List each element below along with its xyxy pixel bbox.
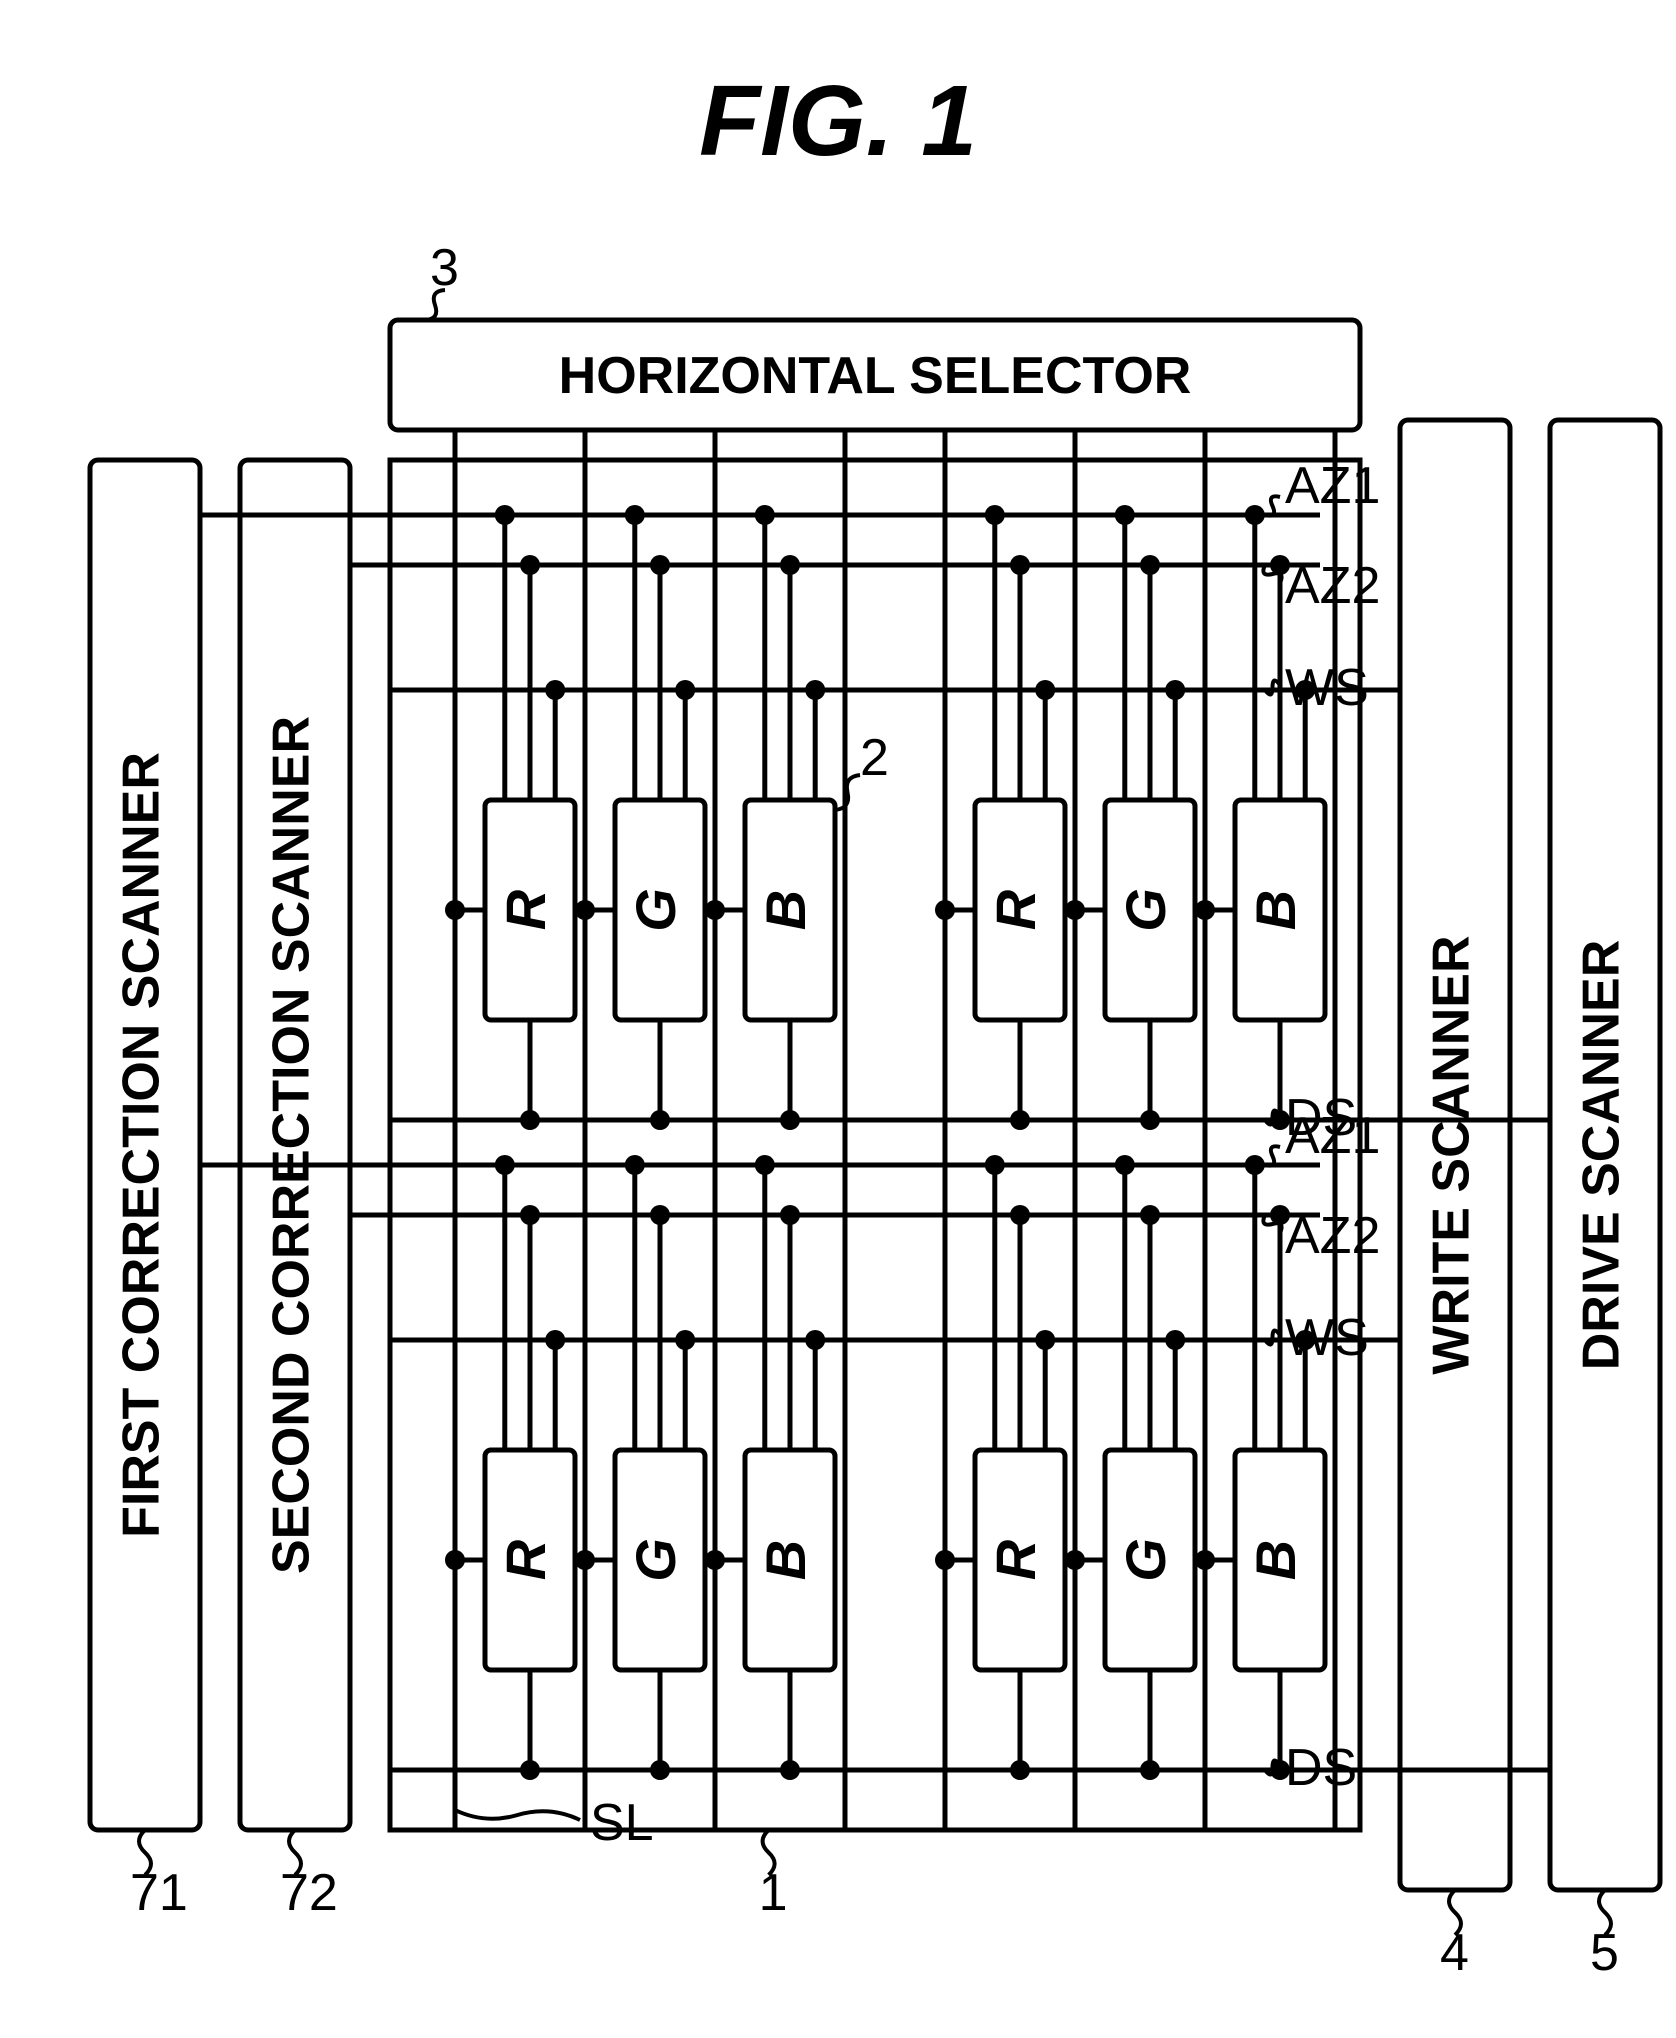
figure-svg: FIG. 1 FIRST CORRECTION SCANNER SECOND COR… xyxy=(0,0,1676,2038)
svg-text:R: R xyxy=(984,889,1047,930)
svg-text:DS: DS xyxy=(1285,1739,1357,1797)
svg-text:AZ2: AZ2 xyxy=(1285,1207,1380,1265)
svg-text:B: B xyxy=(754,1540,817,1580)
svg-text:FIG. 1: FIG. 1 xyxy=(699,65,977,177)
svg-text:B: B xyxy=(1244,890,1307,930)
svg-text:R: R xyxy=(494,889,557,930)
svg-text:B: B xyxy=(754,890,817,930)
svg-text:G: G xyxy=(624,1538,687,1582)
svg-text:2: 2 xyxy=(860,729,889,787)
svg-text:5: 5 xyxy=(1590,1924,1619,1982)
svg-text:G: G xyxy=(1114,1538,1177,1582)
svg-text:72: 72 xyxy=(280,1864,338,1922)
svg-text:DRIVE SCANNER: DRIVE SCANNER xyxy=(1573,940,1631,1371)
svg-text:R: R xyxy=(494,1539,557,1580)
svg-text:B: B xyxy=(1244,1540,1307,1580)
svg-text:AZ1: AZ1 xyxy=(1285,1107,1380,1165)
svg-text:FIRST CORRECTION SCANNER: FIRST CORRECTION SCANNER xyxy=(113,752,171,1538)
svg-text:G: G xyxy=(1114,888,1177,932)
svg-text:71: 71 xyxy=(130,1864,188,1922)
svg-text:SL: SL xyxy=(590,1794,654,1852)
svg-text:AZ1: AZ1 xyxy=(1285,457,1380,515)
svg-text:WRITE SCANNER: WRITE SCANNER xyxy=(1423,935,1481,1374)
svg-text:R: R xyxy=(984,1539,1047,1580)
svg-text:SECOND CORRECTION SCANNER: SECOND CORRECTION SCANNER xyxy=(263,716,321,1574)
svg-text:HORIZONTAL SELECTOR: HORIZONTAL SELECTOR xyxy=(559,347,1192,405)
svg-text:AZ2: AZ2 xyxy=(1285,557,1380,615)
svg-text:4: 4 xyxy=(1440,1924,1469,1982)
svg-text:G: G xyxy=(624,888,687,932)
